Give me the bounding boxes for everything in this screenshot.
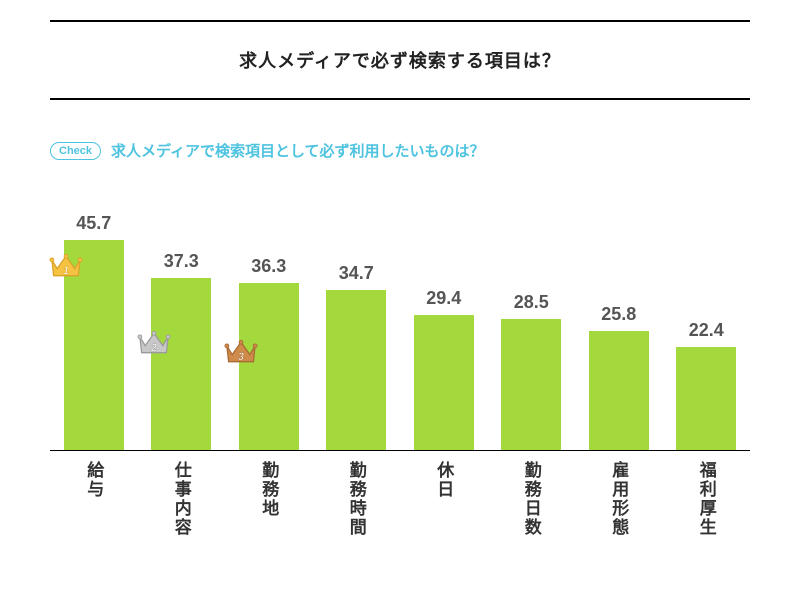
bar-col: 37.3 2	[148, 251, 216, 450]
label-col: 休日	[410, 461, 478, 537]
bar-col: 34.7	[323, 263, 391, 450]
bar-label: 勤務地	[256, 461, 281, 537]
bar-label: 勤務日数	[519, 461, 544, 537]
labels-area: 給与 仕事内容 勤務地 勤務時間 休日 勤務日数 雇用形態 福利厚生	[50, 451, 750, 537]
bar-value: 45.7	[76, 213, 111, 234]
bar-rect	[589, 331, 649, 450]
subtitle-text: 求人メディアで検索項目として必ず利用したいものは？	[111, 140, 485, 161]
bar-label: 給与	[81, 461, 106, 537]
label-col: 仕事内容	[148, 461, 216, 537]
bar-label: 福利厚生	[694, 461, 719, 537]
svg-text:2: 2	[150, 342, 157, 354]
label-col: 勤務時間	[323, 461, 391, 537]
bar-col: 45.7 1	[60, 213, 128, 450]
bar-chart: 45.7 1 37.3 2 36.3 3 34.7 29.4 28.5 25.8 22.…	[50, 191, 750, 571]
label-col: 福利厚生	[673, 461, 741, 537]
bar-value: 34.7	[339, 263, 374, 284]
crown-icon: 2	[136, 328, 172, 358]
svg-text:1: 1	[63, 264, 69, 276]
bar-col: 28.5	[498, 292, 566, 450]
bar-rect	[676, 347, 736, 450]
bar-col: 22.4	[673, 320, 741, 450]
svg-text:3: 3	[238, 351, 244, 363]
label-col: 勤務地	[235, 461, 303, 537]
bar-label: 仕事内容	[169, 461, 194, 537]
bar-value: 28.5	[514, 292, 549, 313]
bar-col: 25.8	[585, 304, 653, 450]
bar-label: 勤務時間	[344, 461, 369, 537]
page-title: 求人メディアで必ず検索する項目は？	[50, 47, 750, 73]
bar-col: 29.4	[410, 288, 478, 450]
bar-rect	[501, 319, 561, 450]
check-badge: Check	[50, 142, 101, 160]
bar-label: 休日	[431, 461, 456, 537]
label-col: 雇用形態	[585, 461, 653, 537]
subtitle-row: Check 求人メディアで検索項目として必ず利用したいものは？	[50, 140, 750, 161]
bar-label: 雇用形態	[606, 461, 631, 537]
bar-value: 29.4	[426, 288, 461, 309]
bar-value: 36.3	[251, 256, 286, 277]
label-col: 給与	[60, 461, 128, 537]
bar-value: 37.3	[164, 251, 199, 272]
crown-icon: 1	[48, 251, 84, 281]
title-block: 求人メディアで必ず検索する項目は？	[50, 20, 750, 100]
bar-rect	[326, 290, 386, 450]
bar-rect	[151, 278, 211, 450]
bars-area: 45.7 1 37.3 2 36.3 3 34.7 29.4 28.5 25.8 22.…	[50, 191, 750, 451]
bar-value: 25.8	[601, 304, 636, 325]
crown-icon: 3	[223, 337, 259, 367]
bar-value: 22.4	[689, 320, 724, 341]
label-col: 勤務日数	[498, 461, 566, 537]
bar-col: 36.3 3	[235, 256, 303, 450]
bar-rect	[414, 315, 474, 450]
